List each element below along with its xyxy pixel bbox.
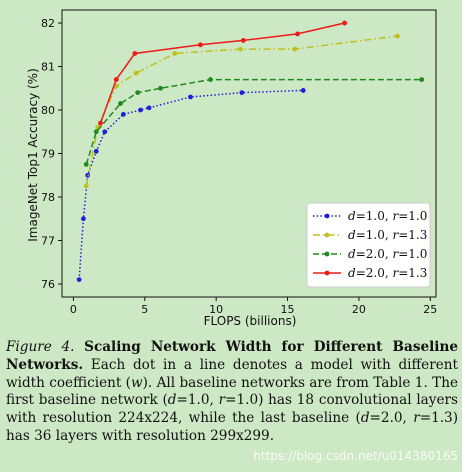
data-point — [238, 46, 243, 52]
caption-text: =1.3) has 36 layers with resolution 299x… — [6, 410, 458, 444]
series-line — [78, 89, 304, 280]
x-tick-label: 25 — [423, 303, 437, 316]
caption-text: Each dot in a line denotes a model with … — [6, 356, 458, 391]
x-tick-label: 10 — [209, 303, 223, 316]
legend-entry: d=2.0, r=1.3 — [348, 266, 427, 280]
x-tick-label: 15 — [281, 303, 295, 316]
caption-var-r: r — [218, 392, 226, 409]
figure-label: Figure 4. — [6, 339, 75, 355]
y-tick-label: 77 — [41, 234, 55, 247]
data-point — [240, 38, 246, 43]
x-tick-label: 5 — [141, 303, 148, 316]
caption-var-d: d — [360, 410, 370, 427]
legend: d=1.0, r=1.0 d=1.0, r=1.3 d=2.0, r=1.0 d=2.… — [306, 202, 431, 288]
data-point — [300, 88, 306, 93]
y-tick-label: 76 — [41, 278, 55, 291]
series-3 — [98, 20, 348, 126]
series-1 — [83, 33, 400, 189]
data-point — [132, 51, 138, 56]
data-point — [81, 216, 86, 222]
legend-swatch-marker — [324, 213, 330, 219]
caption-var-d: d — [167, 392, 177, 409]
figure-caption: Figure 4. Scaling Network Width for Diff… — [6, 339, 458, 446]
y-tick-label: 80 — [41, 104, 55, 117]
series-line — [85, 35, 398, 187]
series-layer — [76, 20, 425, 283]
series-2 — [83, 77, 425, 167]
axis-ticks: 0 5 10 15 20 25 76 77 78 79 80 81 82 — [41, 17, 437, 316]
legend-swatch-marker — [324, 270, 330, 276]
y-tick-label: 82 — [41, 17, 55, 30]
legend-swatch-marker — [324, 251, 330, 257]
data-point — [208, 77, 213, 82]
y-tick-label: 81 — [41, 61, 55, 74]
data-point — [188, 94, 193, 100]
x-tick-label: 20 — [352, 303, 366, 316]
legend-entry: d=1.0, r=1.0 — [348, 209, 427, 223]
data-point — [342, 20, 348, 26]
data-point — [172, 51, 178, 56]
data-point — [120, 111, 126, 117]
data-point — [102, 129, 108, 135]
caption-title: Scaling Network Width for Different Base… — [6, 339, 459, 373]
data-point — [419, 77, 425, 82]
caption-var-w: w — [130, 374, 143, 391]
data-point — [135, 90, 141, 96]
data-point — [83, 161, 89, 167]
data-point — [93, 129, 99, 135]
data-point — [138, 107, 143, 113]
x-axis-label: FLOPS (billions) — [204, 314, 297, 328]
data-point — [158, 85, 163, 91]
data-point — [292, 46, 298, 52]
data-point — [98, 120, 103, 126]
legend-entry: d=1.0, r=1.3 — [348, 228, 427, 242]
legend-entry: d=2.0, r=1.0 — [348, 247, 427, 261]
caption-var-r: r — [413, 410, 420, 427]
data-point — [93, 148, 99, 154]
y-axis-label: ImageNet Top1 Accuracy (%) — [26, 68, 40, 242]
legend-box — [306, 202, 431, 288]
data-point — [83, 183, 89, 189]
watermark: https://blog.csdn.net/u014380165 — [253, 449, 458, 463]
data-point — [76, 277, 82, 283]
y-tick-label: 78 — [41, 191, 55, 204]
caption-text: =1.0) has 18 convolutional layers with r… — [6, 392, 458, 427]
data-point — [146, 105, 152, 111]
data-point — [113, 77, 119, 82]
data-point — [395, 33, 400, 39]
y-tick-label: 79 — [41, 148, 55, 161]
series-0 — [76, 88, 306, 283]
data-point — [133, 70, 139, 76]
caption-text: =2.0, — [369, 410, 414, 427]
legend-swatch-marker — [324, 232, 330, 238]
caption-text: =1.0, — [176, 392, 219, 409]
data-point — [295, 31, 300, 37]
data-point — [239, 90, 245, 96]
data-point — [118, 101, 123, 106]
data-point — [198, 42, 203, 48]
x-tick-label: 0 — [70, 303, 77, 316]
caption-text: ). All baseline networks are from Table … — [6, 374, 458, 409]
